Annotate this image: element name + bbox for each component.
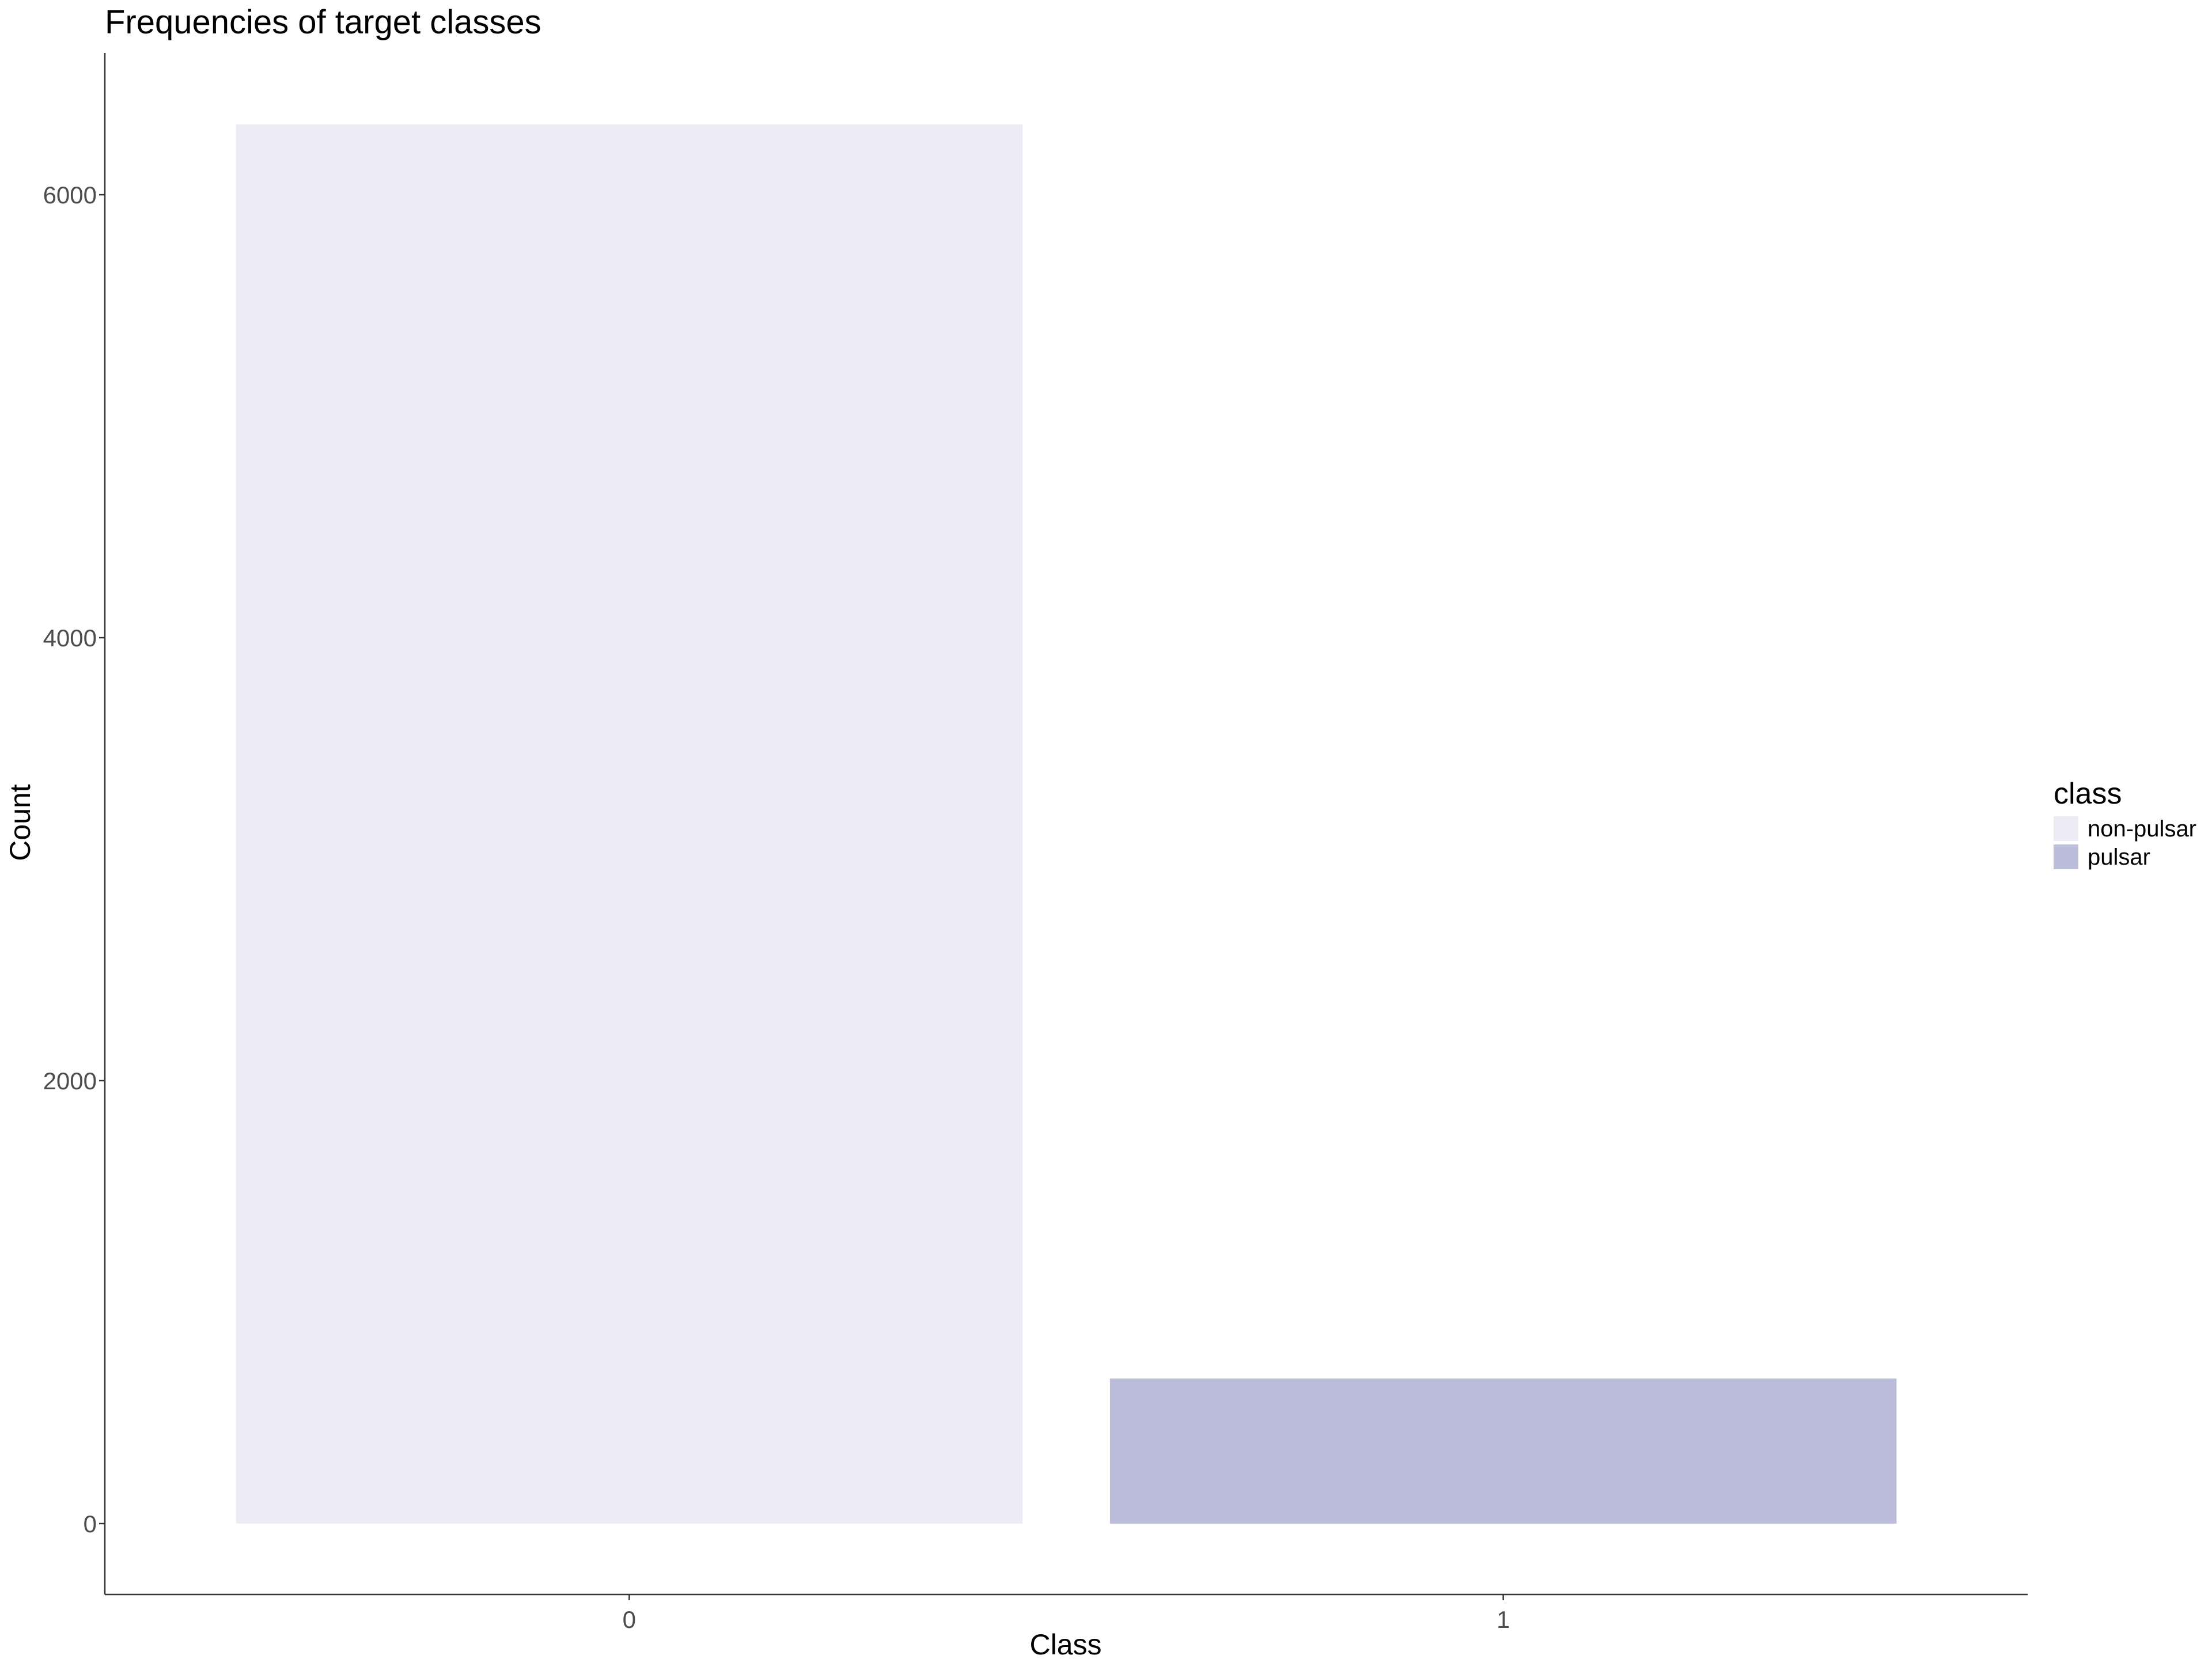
chart-title: Frequencies of target classes: [105, 3, 541, 41]
legend-label-pulsar: pulsar: [2088, 844, 2150, 870]
legend-label-non-pulsar: non-pulsar: [2088, 816, 2196, 842]
y-tick-label: 0: [84, 1510, 97, 1537]
y-axis-ticks: 0 2000 4000 6000: [43, 181, 105, 1537]
legend-key-non-pulsar: [2054, 816, 2078, 841]
legend-key-pulsar: [2054, 844, 2078, 869]
bars-group: [236, 124, 1897, 1524]
x-tick-label: 0: [623, 1606, 636, 1633]
y-tick-label: 4000: [43, 624, 97, 652]
bar-pulsar: [1109, 1378, 1897, 1524]
y-axis-title: Count: [4, 784, 36, 861]
y-tick-label: 6000: [43, 181, 97, 209]
y-tick-label: 2000: [43, 1067, 97, 1094]
bar-non-pulsar: [236, 124, 1023, 1524]
legend-title: class: [2054, 777, 2122, 810]
x-axis-title: Class: [1029, 1628, 1101, 1659]
x-tick-label: 1: [1497, 1606, 1510, 1633]
